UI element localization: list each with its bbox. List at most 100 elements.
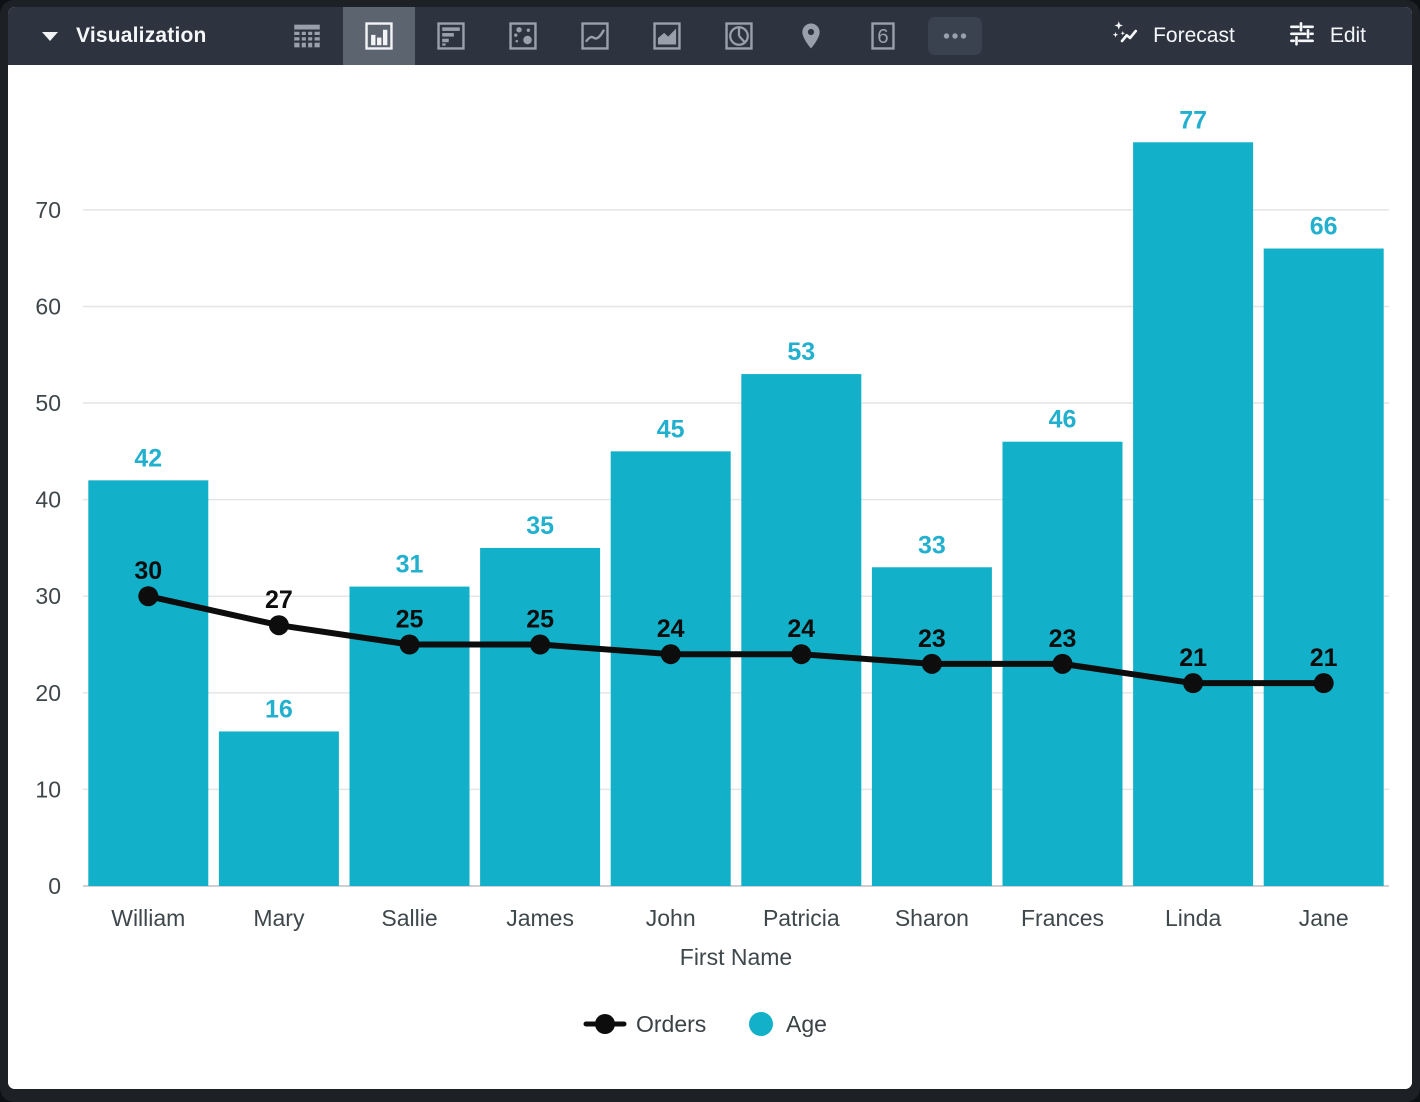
chart-type-bar-chart-icon[interactable] — [415, 7, 487, 65]
x-tick-Jane: Jane — [1299, 905, 1349, 931]
bar-label-Jane: 66 — [1310, 213, 1338, 241]
forecast-button[interactable]: Forecast — [1110, 7, 1235, 65]
x-tick-Sallie: Sallie — [381, 905, 437, 931]
svg-text:6: 6 — [877, 25, 888, 48]
point-label-John: 24 — [657, 615, 685, 643]
line-point-William[interactable] — [138, 586, 159, 607]
legend-age-marker — [749, 1012, 773, 1036]
x-tick-James: James — [506, 905, 574, 931]
chart-type-area-chart-icon[interactable] — [631, 7, 703, 65]
bar-label-Sallie: 31 — [396, 551, 424, 579]
legend-age-label: Age — [786, 1011, 827, 1037]
point-label-Mary: 27 — [265, 586, 293, 614]
legend-item-orders[interactable]: Orders — [583, 1011, 706, 1037]
x-tick-John: John — [646, 905, 696, 931]
edit-tune-icon — [1287, 18, 1317, 54]
point-label-Linda: 21 — [1179, 644, 1207, 672]
line-point-Jane[interactable] — [1313, 673, 1334, 694]
scatter-chart-icon — [509, 22, 537, 50]
map-pin-icon — [802, 23, 820, 49]
line-point-Sallie[interactable] — [399, 634, 420, 655]
y-tick-60: 60 — [35, 293, 61, 319]
point-label-Patricia: 24 — [787, 615, 815, 643]
visualization-toolbar: Visualization — [8, 7, 1412, 65]
forecast-sparkle-icon — [1110, 18, 1140, 54]
bar-William[interactable] — [88, 480, 209, 886]
single-value-icon: 6 — [871, 22, 895, 50]
bar-Sharon[interactable] — [871, 567, 992, 886]
legend-orders-marker — [595, 1014, 615, 1034]
line-point-Mary[interactable] — [268, 615, 289, 636]
bar-label-Frances: 46 — [1049, 406, 1077, 434]
edit-label: Edit — [1329, 24, 1366, 47]
line-point-Linda[interactable] — [1183, 673, 1204, 694]
x-tick-Patricia: Patricia — [763, 905, 840, 931]
table-icon — [294, 24, 320, 48]
toolbar-spacer — [991, 7, 1110, 65]
bar-label-James: 35 — [526, 512, 554, 540]
chart-type-more-options-icon[interactable] — [919, 7, 991, 65]
y-tick-20: 20 — [35, 680, 61, 706]
line-point-Frances[interactable] — [1052, 653, 1073, 674]
chart-type-table-icon[interactable] — [271, 7, 343, 65]
point-label-Frances: 23 — [1049, 625, 1077, 653]
chart-type-column-chart-icon[interactable] — [343, 7, 415, 65]
legend-item-age[interactable]: Age — [749, 1011, 827, 1037]
edit-button[interactable]: Edit — [1287, 7, 1366, 65]
y-tick-10: 10 — [35, 776, 61, 802]
area-chart-icon — [653, 22, 681, 50]
more-options-tile — [928, 17, 982, 55]
bar-label-Sharon: 33 — [918, 531, 946, 559]
bar-label-William: 42 — [134, 444, 162, 472]
orders-line — [145, 593, 1327, 687]
line-point-James[interactable] — [530, 634, 551, 655]
line-point-John[interactable] — [660, 644, 681, 665]
legend-orders-label: Orders — [636, 1011, 706, 1037]
bar-label-Mary: 16 — [265, 695, 293, 723]
x-tick-Mary: Mary — [253, 905, 305, 931]
more-options-icon — [943, 33, 967, 39]
combo-chart: 0 10 20 30 40 50 60 70 42 16 31 35 45 53 33 46 77 66 30 27 2… — [35, 106, 1389, 1037]
bar-Patricia[interactable] — [741, 374, 862, 886]
chart-type-switcher: 6 — [271, 7, 991, 65]
x-axis-title: First Name — [680, 944, 792, 970]
point-label-Jane: 21 — [1310, 644, 1338, 672]
bar-Linda[interactable] — [1133, 142, 1254, 886]
column-chart-icon — [365, 22, 393, 50]
chart-type-pie-chart-icon[interactable] — [703, 7, 775, 65]
x-tick-Linda: Linda — [1165, 905, 1221, 931]
bar-chart-icon — [437, 22, 465, 50]
bar-label-Linda: 77 — [1179, 106, 1207, 134]
chart-type-line-chart-icon[interactable] — [559, 7, 631, 65]
point-label-James: 25 — [526, 606, 554, 634]
chart-type-map-pin-icon[interactable] — [775, 7, 847, 65]
x-tick-Sharon: Sharon — [895, 905, 969, 931]
chart-type-single-value-icon[interactable]: 6 — [847, 7, 919, 65]
chart-area: 0 10 20 30 40 50 60 70 42 16 31 35 45 53 33 46 77 66 30 27 2… — [8, 65, 1412, 1089]
chart-type-scatter-chart-icon[interactable] — [487, 7, 559, 65]
point-label-Sallie: 25 — [396, 606, 424, 634]
pie-chart-icon — [725, 22, 753, 50]
line-point-Sharon[interactable] — [921, 653, 942, 674]
visualization-menu-toggle[interactable]: Visualization — [8, 7, 271, 65]
y-tick-30: 30 — [35, 583, 61, 609]
y-tick-40: 40 — [35, 487, 61, 513]
point-label-William: 30 — [134, 557, 162, 585]
bar-label-John: 45 — [657, 415, 685, 443]
bar-John[interactable] — [610, 451, 731, 886]
line-point-Patricia[interactable] — [791, 644, 812, 665]
panel-title: Visualization — [76, 24, 207, 47]
panel-body: Visualization — [8, 7, 1412, 1089]
y-tick-0: 0 — [48, 873, 61, 899]
x-tick-Frances: Frances — [1021, 905, 1104, 931]
x-tick-William: William — [111, 905, 185, 931]
bar-label-Patricia: 53 — [787, 338, 815, 366]
bar-Mary[interactable] — [218, 731, 339, 886]
bar-James[interactable] — [480, 547, 601, 886]
chevron-down-icon — [42, 31, 58, 41]
bar-Jane[interactable] — [1263, 248, 1384, 887]
y-tick-50: 50 — [35, 390, 61, 416]
line-chart-icon — [581, 22, 609, 50]
point-label-Sharon: 23 — [918, 625, 946, 653]
